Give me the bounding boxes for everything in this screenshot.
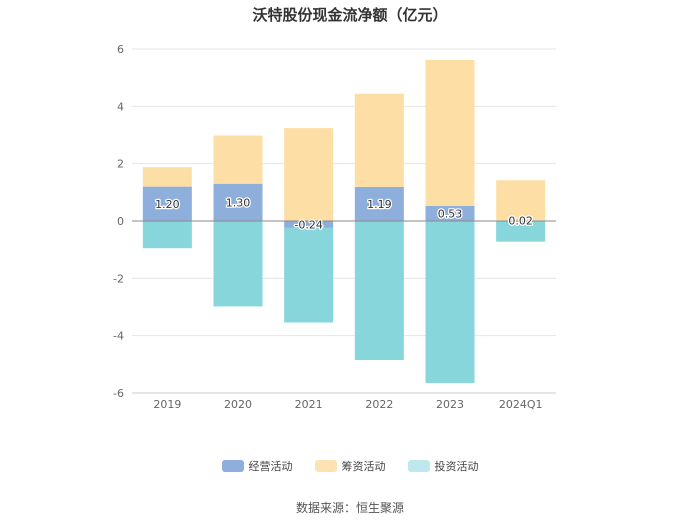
- legend-swatch-financing: [314, 460, 337, 472]
- y-tick-label: 2: [117, 158, 124, 171]
- legend-label-operating: 经营活动: [248, 460, 293, 473]
- bar-segment: [425, 221, 475, 383]
- bar-segment: [496, 180, 546, 221]
- bar-segment: [284, 227, 334, 323]
- data-source: 数据来源：恒生聚源: [295, 501, 404, 515]
- y-tick-label: -2: [113, 272, 124, 285]
- bar-segment: [213, 221, 263, 307]
- x-tick-label: 2024Q1: [499, 398, 543, 411]
- x-tick-label: 2023: [436, 398, 464, 411]
- legend-label-financing: 筹资活动: [341, 460, 386, 473]
- x-tick-label: 2019: [153, 398, 181, 411]
- x-tick-label: 2021: [295, 398, 323, 411]
- legend-swatch-operating: [221, 460, 244, 472]
- legend: 经营活动 筹资活动 投资活动: [0, 458, 700, 474]
- bar-segment: [142, 167, 192, 187]
- y-tick-label: -6: [113, 387, 124, 400]
- data-label: -0.24: [294, 218, 322, 231]
- data-label: 0.53: [438, 207, 463, 220]
- bars: [142, 59, 546, 383]
- data-label: 0.02: [508, 215, 533, 228]
- legend-label-investing: 投资活动: [434, 460, 479, 473]
- data-label: 1.19: [367, 198, 392, 211]
- data-label: 1.20: [155, 198, 180, 211]
- bar-segment: [425, 59, 475, 206]
- y-tick-label: 4: [117, 100, 124, 113]
- y-tick-label: 0: [117, 215, 124, 228]
- legend-item-financing[interactable]: 筹资活动: [314, 458, 386, 474]
- bar-segment: [213, 183, 263, 221]
- bar-segment: [425, 205, 475, 221]
- y-tick-label: 6: [117, 43, 124, 56]
- x-tick-label: 2022: [365, 398, 393, 411]
- bar-segment: [354, 93, 404, 187]
- bar-segment: [354, 186, 404, 221]
- legend-swatch-investing: [407, 460, 430, 472]
- bar-segment: [496, 221, 546, 242]
- bar-segment: [213, 135, 263, 184]
- legend-item-investing[interactable]: 投资活动: [407, 458, 479, 474]
- x-tick-label: 2020: [224, 398, 252, 411]
- data-label: 1.30: [226, 196, 251, 209]
- legend-item-operating[interactable]: 经营活动: [221, 458, 293, 474]
- bar-segment: [142, 186, 192, 221]
- bar-segment: [354, 221, 404, 361]
- chart-title: 沃特股份现金流净额（亿元）: [252, 6, 448, 24]
- data-labels: 1.20 1.30 -0.24 1.19 0.53 0.02: [154, 195, 534, 233]
- y-axis-ticks: 6 4 2 0 -2 -4 -6: [113, 43, 124, 400]
- x-axis-ticks: 2019 2020 2021 2022 2023 2024Q1: [153, 398, 542, 411]
- bar-segment: [284, 221, 334, 228]
- bar-segment: [142, 221, 192, 249]
- bar-segment: [284, 128, 334, 221]
- zero-axis: [132, 220, 556, 394]
- y-tick-label: -4: [113, 330, 124, 343]
